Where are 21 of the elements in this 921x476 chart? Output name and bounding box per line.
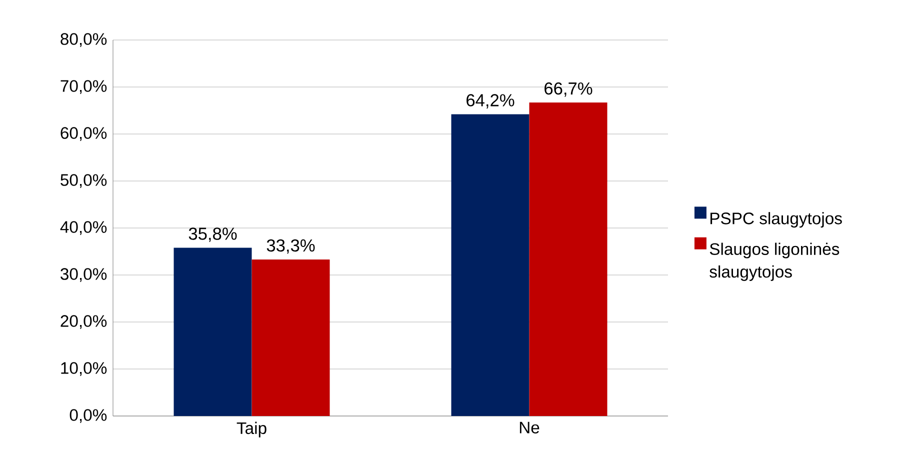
data-label: 64,2% <box>466 94 514 108</box>
bar <box>451 114 530 416</box>
y-tick-label: 0,0% <box>70 409 107 423</box>
legend-label: Slaugos ligoninės slaugytojos <box>710 242 840 281</box>
y-tick-label: 80,0% <box>60 33 107 47</box>
y-tick-label: 60,0% <box>60 127 107 141</box>
data-label: 35,8% <box>188 228 237 242</box>
data-label: 66,7% <box>544 82 592 97</box>
y-tick-label: 40,0% <box>60 221 107 235</box>
y-tick-label: 30,0% <box>60 268 107 282</box>
y-tick-label: 10,0% <box>61 362 107 376</box>
bar <box>174 248 252 416</box>
y-tick-label: 50,0% <box>60 174 107 188</box>
y-tick-label: 20,0% <box>60 315 107 329</box>
data-label: 33,3% <box>266 239 315 254</box>
bar <box>529 102 608 416</box>
x-tick-label: Taip <box>236 422 266 438</box>
bar <box>252 259 330 416</box>
x-tick-label: Ne <box>520 422 540 434</box>
y-tick-label: 70,0% <box>60 80 107 94</box>
legend-label: PSPC slaugytojos <box>710 212 842 228</box>
